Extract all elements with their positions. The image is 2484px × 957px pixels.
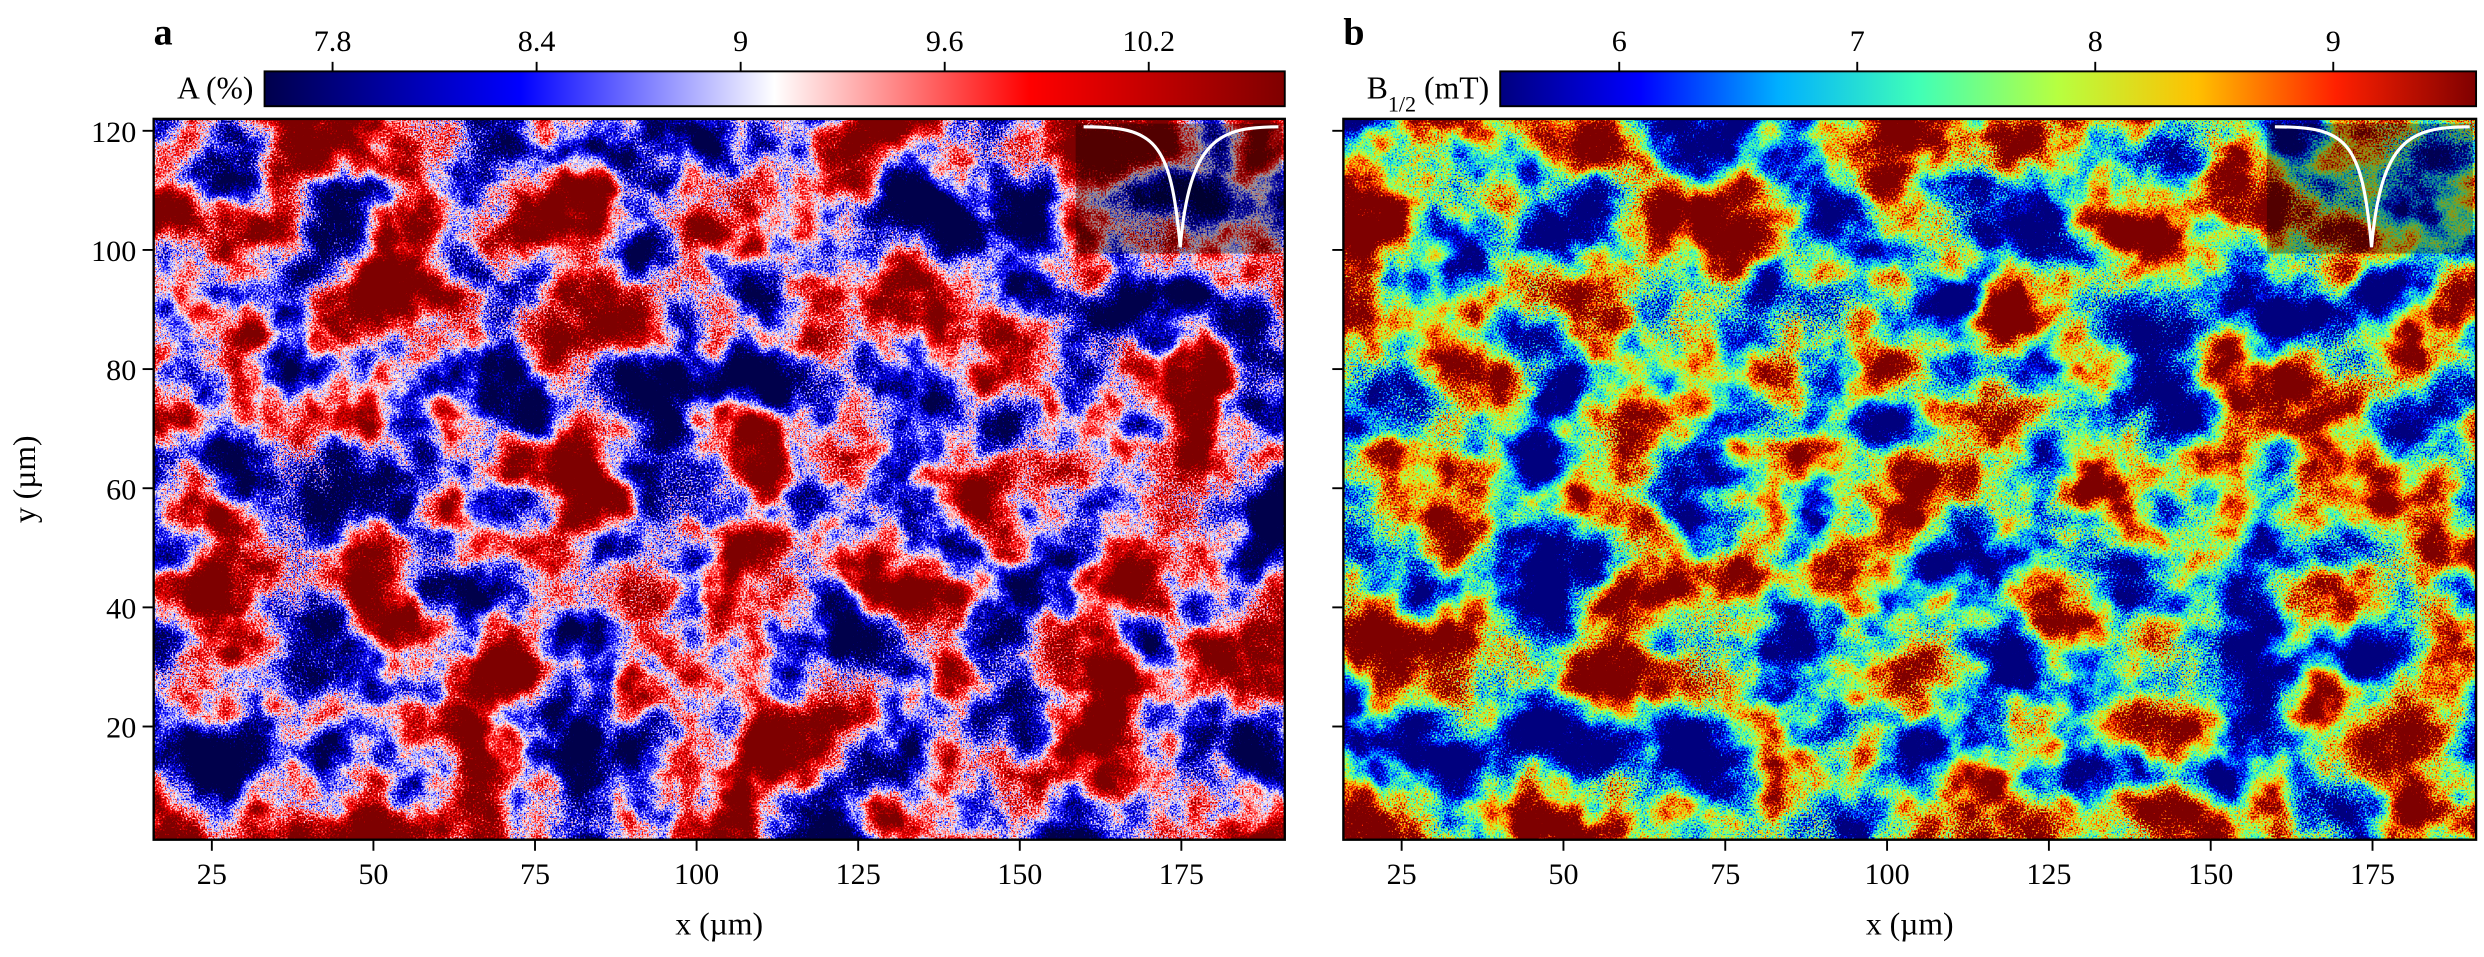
frame — [152, 117, 1286, 841]
y-tick-label: 100 — [91, 234, 136, 268]
x-tick-label: 175 — [2350, 857, 2395, 891]
colorbar — [1499, 70, 2478, 108]
x-tick-label: 125 — [2026, 857, 2071, 891]
x-axis-label: x (µm) — [1866, 907, 1954, 942]
colorbar-tick-label: 7.8 — [314, 24, 352, 58]
x-tick-label: 25 — [1387, 857, 1417, 891]
y-tick-label: 40 — [106, 591, 136, 625]
x-tick-label: 25 — [197, 857, 227, 891]
x-tick-label: 100 — [1865, 857, 1910, 891]
x-tick-label: 175 — [1159, 857, 1204, 891]
heatmap-image — [1343, 118, 2477, 840]
x-axis-label: x (µm) — [675, 907, 763, 942]
frame — [1342, 117, 2478, 841]
y-tick-label: 20 — [106, 711, 136, 745]
y-axis-label: y (µm) — [7, 435, 42, 523]
colorbar-label-part: 1/2 — [1388, 91, 1416, 116]
colorbar-tick-label: 8.4 — [518, 24, 556, 58]
x-tick-label: 75 — [1710, 857, 1740, 891]
x-tick-label: 150 — [997, 857, 1042, 891]
x-tick-label: 150 — [2188, 857, 2233, 891]
colorbar-tick-label: 9 — [733, 24, 748, 58]
colorbar-tick-label: 8 — [2088, 24, 2103, 58]
colorbar-label-part: (mT) — [1416, 70, 1489, 105]
panel-label: a — [154, 11, 173, 53]
inset-curve — [2274, 125, 2470, 248]
colorbar-tick-label: 7 — [1850, 24, 1865, 58]
x-tick-label: 50 — [1548, 857, 1578, 891]
colorbar-label: A (%) — [177, 70, 254, 105]
y-tick-label: 60 — [106, 472, 136, 506]
colorbar-label-part: B — [1367, 70, 1388, 105]
y-tick-label: 120 — [91, 115, 136, 149]
y-tick-label: 80 — [106, 353, 136, 387]
colorbar-tick-label: 6 — [1612, 24, 1627, 58]
colorbar-tick-label: 9 — [2326, 24, 2341, 58]
x-tick-label: 125 — [836, 857, 881, 891]
colorbar — [263, 70, 1286, 108]
heatmap-image — [153, 118, 1285, 840]
inset-curve — [1083, 125, 1279, 248]
x-tick-label: 50 — [358, 857, 388, 891]
x-tick-label: 75 — [520, 857, 550, 891]
panel-label: b — [1343, 11, 1364, 53]
colorbar-label-part: A (%) — [177, 70, 254, 105]
x-tick-label: 100 — [674, 857, 719, 891]
colorbar-tick-label: 9.6 — [926, 24, 964, 58]
colorbar-tick-label: 10.2 — [1122, 24, 1175, 58]
colorbar-label: B1/2 (mT) — [1367, 70, 1489, 116]
